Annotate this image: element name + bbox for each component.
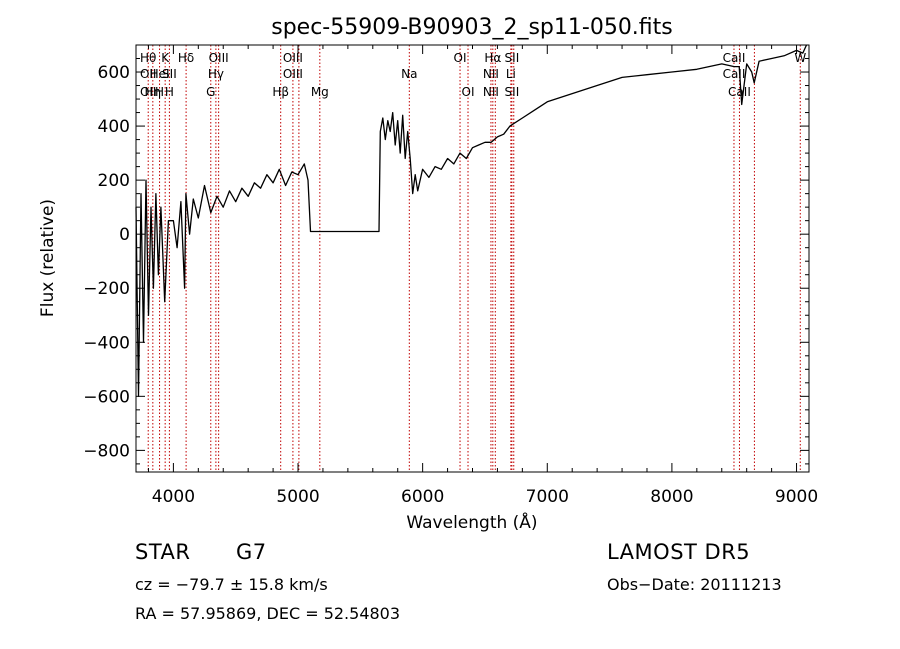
spectral-line-label: Hθ [140,51,156,65]
spectral-line-label: OI [454,51,467,65]
spectral-line-label: W [794,51,806,65]
y-tick-label: −800 [83,441,130,461]
spectral-line-label: Li [506,67,516,81]
x-axis: 4000 5000 6000 7000 8000 9000 [147,45,818,507]
spectral-line-label: H [155,85,164,99]
spectral-line-label: CaII [728,85,751,99]
x-tick-label: 5000 [276,487,319,507]
spectral-line-label: OIII [283,67,303,81]
object-class: STAR [135,540,191,564]
spectral-line-label: Hβ [272,85,289,99]
y-tick-label: 200 [98,171,130,191]
y-axis: −800 −600 −400 −200 0 200 400 600 [83,58,809,465]
y-tick-label: −600 [83,387,130,407]
spectral-line-label: Hα [484,51,501,65]
spectral-line-label: OII [140,67,157,81]
y-tick-label: −400 [83,333,130,353]
spectral-line-markers [147,45,801,472]
y-tick-label: 600 [98,63,130,83]
spectral-line-labels: HθOIIOIIHηHeIHKSIIHHδGHγOIIIHβOIIIOIIIMg… [140,51,806,99]
spectral-line-label: SII [505,85,520,99]
spectral-line-label: NII [483,67,499,81]
survey-name: LAMOST DR5 [607,540,751,564]
x-tick-label: 8000 [650,487,693,507]
spectral-line-label: G [206,85,215,99]
spectrum-line [135,44,808,397]
spectral-line-label: K [161,51,170,65]
spectral-line-label: H [165,85,174,99]
x-tick-label: 7000 [526,487,569,507]
spectral-line-label: Hδ [178,51,194,65]
x-tick-label: 6000 [401,487,444,507]
spectral-line-label: OIII [209,51,229,65]
x-tick-label: 9000 [775,487,818,507]
spectral-line-label: Hη [145,85,162,99]
x-tick-label: 4000 [152,487,195,507]
spectral-line-label: Hγ [208,67,224,81]
spectral-line-label: Mg [311,85,329,99]
x-axis-label: Wavelength (Å) [406,511,537,533]
spectral-line-label: OI [462,85,475,99]
y-axis-label: Flux (relative) [38,199,58,317]
subclass: G7 [236,540,267,564]
spectral-line-label: CaII [723,51,746,65]
spectral-line-label: HeI [150,67,170,81]
spectral-line-label: SII [162,67,177,81]
spectral-line-label: Na [401,67,417,81]
redshift-cz: cz = −79.7 ± 15.8 km/s [135,575,328,594]
spectral-line-label: OIII [283,51,303,65]
spectral-line-label: NII [483,85,499,99]
chart-title: spec-55909-B90903_2_sp11-050.fits [271,15,673,40]
y-tick-label: −200 [83,279,130,299]
obs-date: Obs−Date: 20111213 [607,575,782,594]
plot-frame [135,44,810,473]
y-tick-label: 0 [119,225,130,245]
spectral-line-label: OII [140,85,157,99]
y-tick-label: 400 [98,117,130,137]
spectral-line-label: CaII [723,67,746,81]
coordinates: RA = 57.95869, DEC = 52.54803 [135,604,401,623]
spectral-line-label: SII [505,51,520,65]
